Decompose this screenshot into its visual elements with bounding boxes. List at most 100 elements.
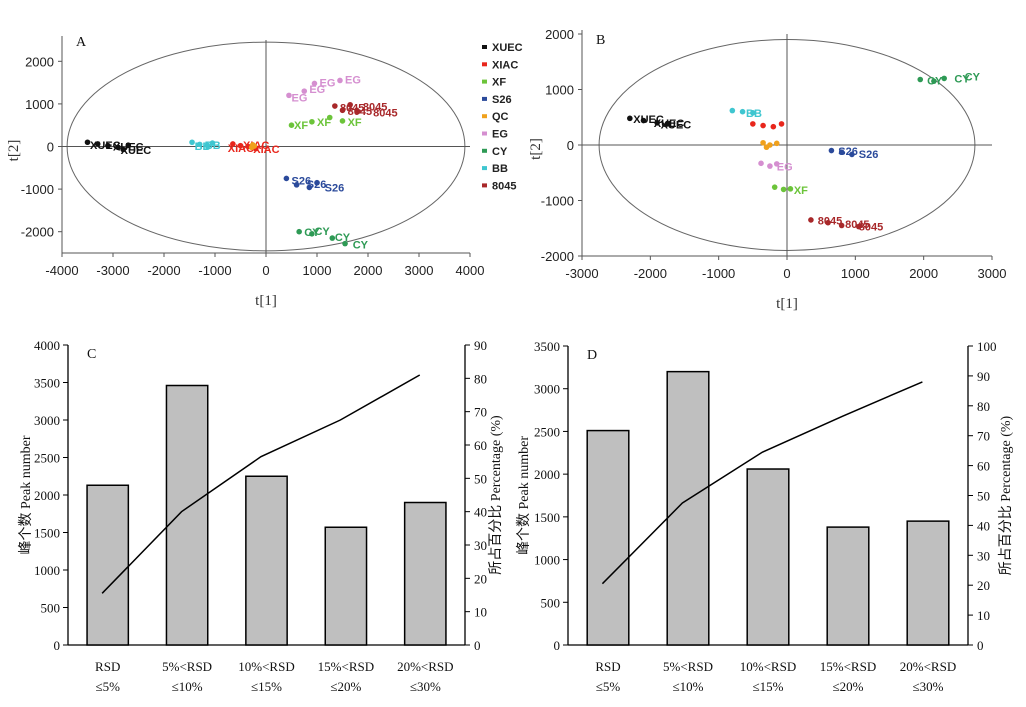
point-xuec [94,141,101,147]
x-tick-label: 1000 [841,266,870,281]
point-8045 [838,222,845,229]
point-label-xf: XF [294,120,308,132]
point-label-xuec: XUEC [90,140,121,152]
point-xiac [230,141,236,147]
point-label-xiac: XIAC [228,143,254,155]
point-s26 [293,182,300,188]
bar [86,484,130,646]
legend-swatch-8045 [482,183,487,188]
point-xuec [125,142,132,149]
point-8045 [355,108,361,115]
point-eg [311,80,318,87]
point-label-eg: EG [345,75,361,87]
panel-a-scores-plot: -4000 -3000 -2000 -1000 0 1000 2000 3000 4000 200… [6,35,523,309]
y-tick-label: 2000 [534,467,560,482]
point-xuec [84,139,91,146]
y-tick-label: 1000 [34,563,60,578]
y2-tick-label: 40 [474,505,487,520]
y-tick-label: -1000 [541,194,574,209]
y2-tick-label: 0 [474,638,481,653]
y-tick-label: 3000 [534,382,560,397]
point-8045 [855,223,862,230]
y-axis-label: 峰个数 Peak number [516,436,532,555]
category-label: ≤20% [833,679,864,694]
category-label: ≤30% [913,679,944,694]
y-tick-label: 3500 [534,339,560,354]
category-label: ≤30% [410,679,441,694]
percentage-line [101,374,421,594]
y2-tick-label: 60 [474,438,487,453]
y-axis-label: 峰个数 Peak number [18,435,34,554]
point-xiac [770,123,777,130]
x-tick-label: 3000 [978,266,1007,281]
y2-tick-label: 10 [474,605,487,620]
category-label: ≤15% [251,679,282,694]
legend-swatch-cy [482,148,487,153]
point-label-bb: BB [205,140,221,152]
point-xf [326,114,333,121]
point-s26 [838,149,845,156]
legend-label-eg: EG [492,129,508,141]
x-tick-label: -2000 [147,263,180,278]
point-label-8045: 8045 [363,101,387,113]
y2-tick-label: 60 [977,459,990,474]
panel-letter: D [587,348,597,363]
y2-tick-label: 90 [474,338,487,353]
point-label-bb: BB [746,108,762,120]
y-tick-label: -2000 [541,249,574,264]
point-label-xf: XF [348,117,362,129]
y2-tick-label: 100 [977,339,997,354]
y-axis-label: t[2] [6,140,22,162]
point-label-cy: CY [965,72,981,84]
y2-tick-label: 50 [977,489,990,504]
bar [826,526,870,646]
point-label-cy: CY [353,239,369,251]
point-eg [773,161,780,167]
point-cy [296,228,302,235]
bar [245,475,288,646]
y-axis-label: t[2] [528,138,544,160]
point-8045 [347,101,353,108]
category-label: ≤10% [673,679,704,694]
point-8045 [339,107,346,114]
bar [746,468,790,646]
y-tick-label: 2500 [34,451,60,466]
point-cy [329,235,336,241]
point-label-xuec: XUEC [121,145,152,157]
point-qc [249,141,256,148]
point-label-xf: XF [794,185,808,197]
point-xf [288,122,295,128]
point-label-s26: S26 [292,176,312,188]
point-label-xf: XF [317,117,331,129]
point-xiac [237,142,244,149]
y-tick-label: 2000 [25,54,54,69]
x-tick-label: 0 [262,263,269,278]
point-bb [204,142,211,149]
point-label-cy: CY [314,226,330,238]
legend-swatch-xuec [482,45,487,49]
y-tick-label: 0 [47,140,54,155]
y-tick-label: -2000 [21,225,54,240]
percentage-line [601,381,923,585]
y-tick-label: 2000 [34,488,60,503]
point-xuec [105,142,111,149]
panel-letter: C [87,347,96,362]
point-xuec [654,120,660,126]
category-label: 5%<RSD [162,659,212,674]
legend-swatch-xf [482,79,487,84]
panel-d-rsd-bar-chart: 0 500 1000 1500 2000 2500 3000 3500 0 10 20 30 40 50 6… [516,339,1014,694]
point-cy [309,231,315,237]
point-xf [780,186,787,193]
point-label-xuec: XUEC [633,114,664,126]
x-tick-label: -1000 [702,266,735,281]
point-label-cy: CY [304,227,320,239]
x-tick-label: 3000 [405,263,434,278]
legend-swatch-s26 [482,96,487,101]
point-label-cy: CY [335,232,351,244]
y-tick-label: 0 [567,138,574,153]
point-s26 [828,147,835,154]
x-tick-label: -1000 [198,263,231,278]
bar [165,384,209,646]
legend-swatch-eg [482,131,487,136]
point-xuec [115,144,121,151]
